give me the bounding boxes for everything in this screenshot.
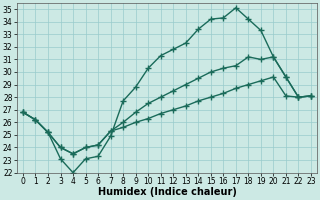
X-axis label: Humidex (Indice chaleur): Humidex (Indice chaleur) bbox=[98, 187, 236, 197]
